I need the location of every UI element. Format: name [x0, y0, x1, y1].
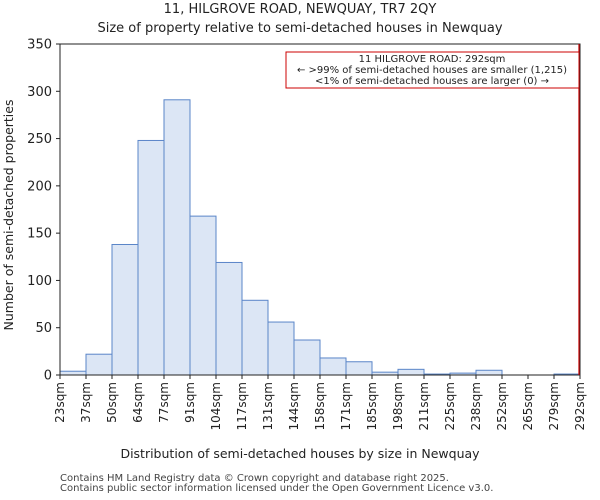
x-tick-label: 265sqm: [521, 382, 535, 430]
y-tick-label: 150: [27, 227, 52, 242]
footer-licence: Contains public sector information licen…: [60, 483, 494, 494]
histogram-bar: [267, 321, 295, 376]
x-tick-label: 252sqm: [495, 382, 509, 430]
histogram-bar: [163, 99, 191, 376]
y-tick-label: 100: [27, 274, 52, 289]
y-tick-label: 0: [44, 369, 52, 384]
footer-copyright: Contains HM Land Registry data © Crown c…: [60, 473, 449, 484]
chart-title: 11, HILGROVE ROAD, NEWQUAY, TR7 2QY: [164, 2, 437, 17]
histogram-bar: [241, 299, 269, 376]
x-tick-label: 198sqm: [391, 382, 405, 430]
x-tick-label: 279sqm: [547, 382, 561, 430]
x-tick-label: 91sqm: [183, 382, 197, 423]
chart-subtitle: Size of property relative to semi-detach…: [97, 21, 502, 36]
histogram-bar: [189, 215, 217, 376]
x-tick-label: 292sqm: [573, 382, 587, 430]
y-axis-label: Number of semi-detached properties: [1, 100, 16, 331]
histogram-bar: [85, 353, 113, 376]
x-tick-label: 77sqm: [157, 382, 171, 423]
x-tick-label: 158sqm: [313, 382, 327, 430]
x-axis-label: Distribution of semi-detached houses by …: [120, 446, 480, 461]
x-tick-label: 64sqm: [131, 382, 145, 423]
y-tick-label: 200: [27, 179, 52, 194]
x-tick-label: 131sqm: [261, 382, 275, 430]
x-tick-label: 225sqm: [443, 382, 457, 430]
x-tick-label: 144sqm: [287, 382, 301, 430]
histogram-bar: [397, 368, 425, 376]
y-tick-label: 350: [27, 38, 52, 53]
x-tick-label: 37sqm: [79, 382, 93, 423]
x-tick-label: 50sqm: [105, 382, 119, 423]
x-tick-label: 185sqm: [365, 382, 379, 430]
histogram-bar: [293, 339, 321, 376]
annotation-line-3: <1% of semi-detached houses are larger (…: [315, 76, 549, 87]
x-tick-label: 23sqm: [53, 382, 67, 423]
x-tick-label: 211sqm: [417, 382, 431, 430]
histogram-bar: [475, 369, 503, 376]
annotation-line-2: ← >99% of semi-detached houses are small…: [297, 65, 567, 76]
x-tick-label: 117sqm: [235, 382, 249, 430]
annotation-line-1: 11 HILGROVE ROAD: 292sqm: [359, 54, 506, 65]
histogram-bar: [215, 261, 243, 376]
y-tick-label: 250: [27, 132, 52, 147]
histogram-bar: [137, 139, 165, 376]
histogram-bar: [345, 361, 373, 376]
x-tick-label: 238sqm: [469, 382, 483, 430]
x-tick-label: 171sqm: [339, 382, 353, 430]
y-tick-label: 50: [35, 321, 52, 336]
x-tick-label: 104sqm: [209, 382, 223, 430]
plot-area-frame: [59, 43, 581, 376]
annotation-box: [285, 51, 580, 89]
histogram-bar: [111, 243, 139, 376]
histogram-bar: [59, 370, 87, 376]
histogram-bar: [319, 357, 347, 376]
y-tick-label: 300: [27, 85, 52, 100]
